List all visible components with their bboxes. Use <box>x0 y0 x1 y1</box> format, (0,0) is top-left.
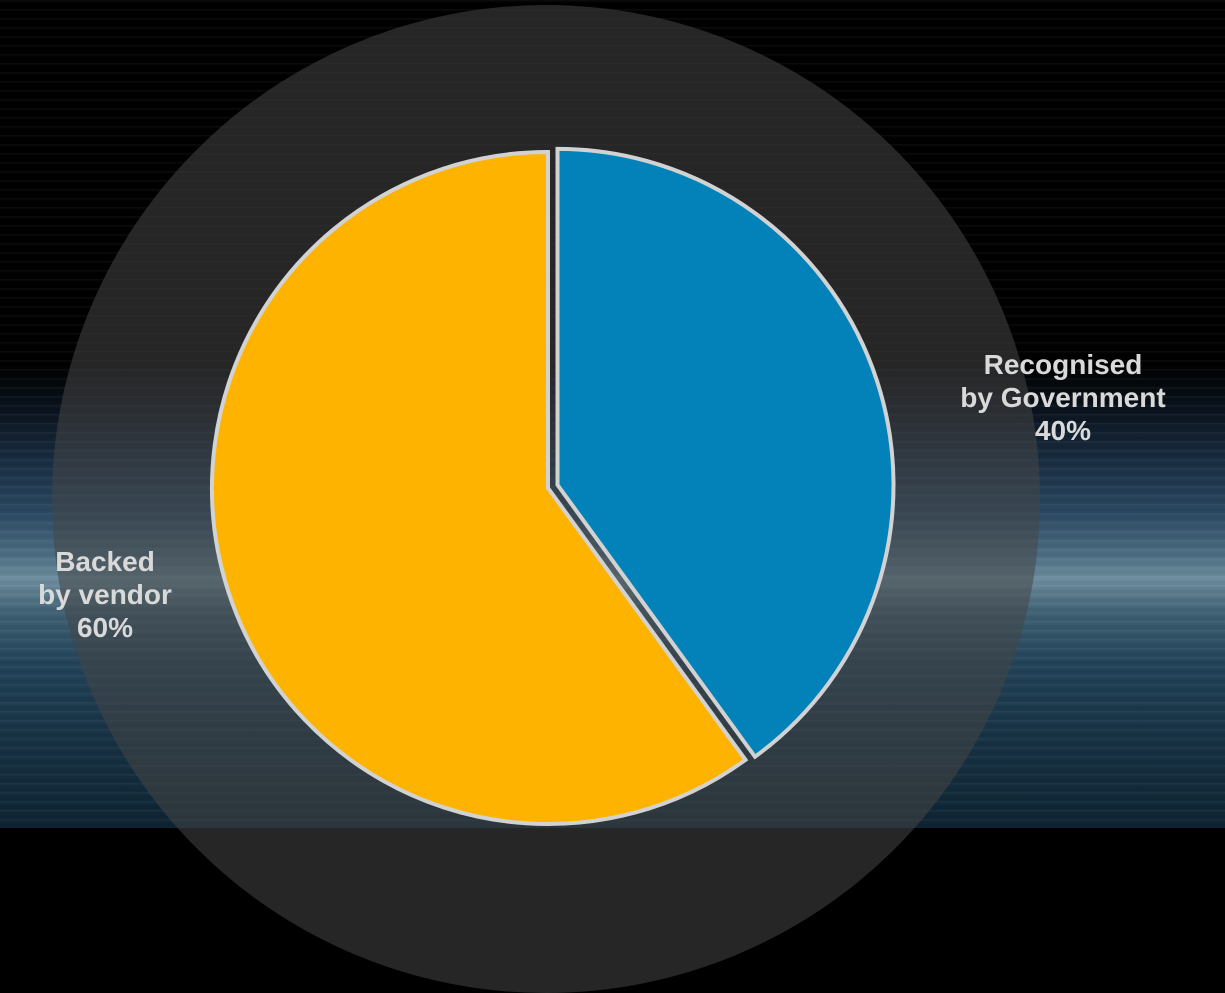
slice-label-government-percent: 40% <box>1034 415 1092 446</box>
slice-label-government-line1: Recognised <box>983 349 1143 380</box>
slice-label-vendor-line1: Backed <box>55 546 155 577</box>
slice-label-vendor: Backed by vendor 60% <box>10 545 200 644</box>
slice-label-government-line2: by Government <box>960 382 1166 413</box>
pie-chart <box>210 146 896 826</box>
slice-label-vendor-percent: 60% <box>76 612 134 643</box>
slice-label-government: Recognised by Government 40% <box>928 348 1198 447</box>
pie-slice-government <box>555 146 896 760</box>
pie-slice-vendor <box>210 149 749 826</box>
slice-label-vendor-line2: by vendor <box>38 579 172 610</box>
